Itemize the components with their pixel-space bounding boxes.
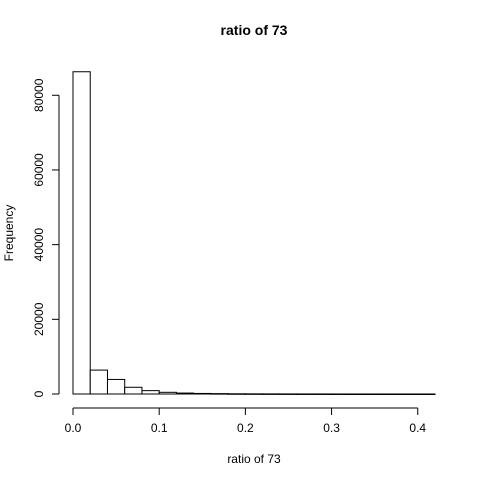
histogram-bar-5	[158, 391, 177, 395]
x-tick-label: 0.1	[151, 421, 168, 435]
y-tick-label: 40000	[32, 228, 46, 262]
histogram-bar-15	[331, 393, 350, 395]
y-axis-title: Frequency	[2, 205, 16, 262]
histogram-bar-17	[365, 393, 384, 395]
histogram-bar-9	[227, 393, 246, 395]
x-tick-label: 0.0	[65, 421, 82, 435]
histogram-bar-19	[400, 393, 419, 395]
x-tick-label: 0.3	[323, 421, 340, 435]
histogram-bars	[72, 71, 436, 395]
histogram-bar-11	[262, 393, 281, 395]
histogram-bar-2	[106, 378, 126, 395]
histogram-bar-10	[244, 393, 264, 395]
y-tick-label: 0	[32, 390, 46, 397]
histogram-bar-18	[382, 393, 402, 395]
histogram-bar-20	[417, 393, 436, 395]
x-tick-label: 0.4	[409, 421, 426, 435]
y-axis: 0 20000 40000 60000 80000	[32, 78, 60, 397]
histogram-bar-7	[193, 392, 212, 395]
histogram-bar-13	[296, 393, 315, 395]
histogram-bar-16	[348, 393, 367, 395]
x-axis: 0.0 0.1 0.2 0.3 0.4	[65, 407, 426, 435]
histogram-bar-14	[313, 393, 333, 395]
histogram-bar-3	[124, 386, 143, 395]
histogram-bar-0	[72, 71, 91, 395]
y-tick-label: 80000	[32, 78, 46, 112]
histogram-bar-8	[210, 393, 229, 395]
y-tick-label: 20000	[32, 302, 46, 336]
chart-title: ratio of 73	[221, 22, 288, 38]
x-tick-label: 0.2	[237, 421, 254, 435]
x-axis-title: ratio of 73	[227, 452, 281, 466]
histogram-bar-12	[279, 393, 298, 395]
histogram-bar-4	[141, 390, 160, 395]
histogram-bar-1	[89, 369, 108, 395]
y-tick-label: 60000	[32, 153, 46, 187]
histogram-bar-6	[175, 392, 195, 395]
